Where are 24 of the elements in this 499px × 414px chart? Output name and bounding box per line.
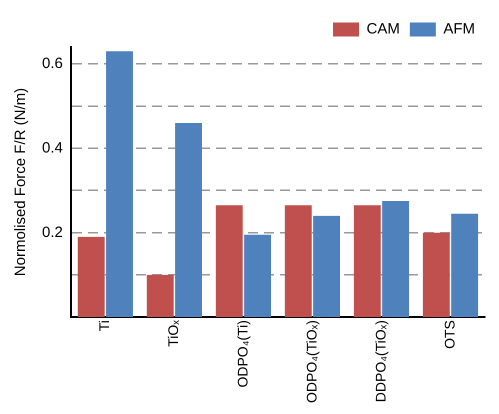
x-tick-label: OTS [441,320,458,349]
y-tick-label: 0.6 [42,55,63,72]
bar [354,205,381,318]
y-tick-label: 0.4 [42,139,63,156]
bar [451,214,478,318]
bar [284,205,312,318]
x-tick-label: Ti [96,320,112,332]
bar [106,51,133,318]
y-tick-label: 0.2 [42,224,63,241]
x-tick-label: ODPO₄(TiOₓ) [303,320,320,404]
bar [175,122,202,318]
bar [78,236,105,318]
legend-label: CAM [366,20,400,38]
x-tick-label: ODPO₄(Ti) [234,320,250,388]
bar [422,232,450,318]
bar [382,201,410,318]
bar [146,274,174,318]
bar [313,216,340,318]
legend-label: AFM [443,20,476,38]
bar [244,234,272,318]
x-tick-label: TiOₓ [165,320,182,347]
y-axis-title: Normolised Force F/R (N/m) [12,88,30,276]
bar [216,205,243,318]
x-tick-label: DDPO₄(TiOₓ) [372,320,388,402]
